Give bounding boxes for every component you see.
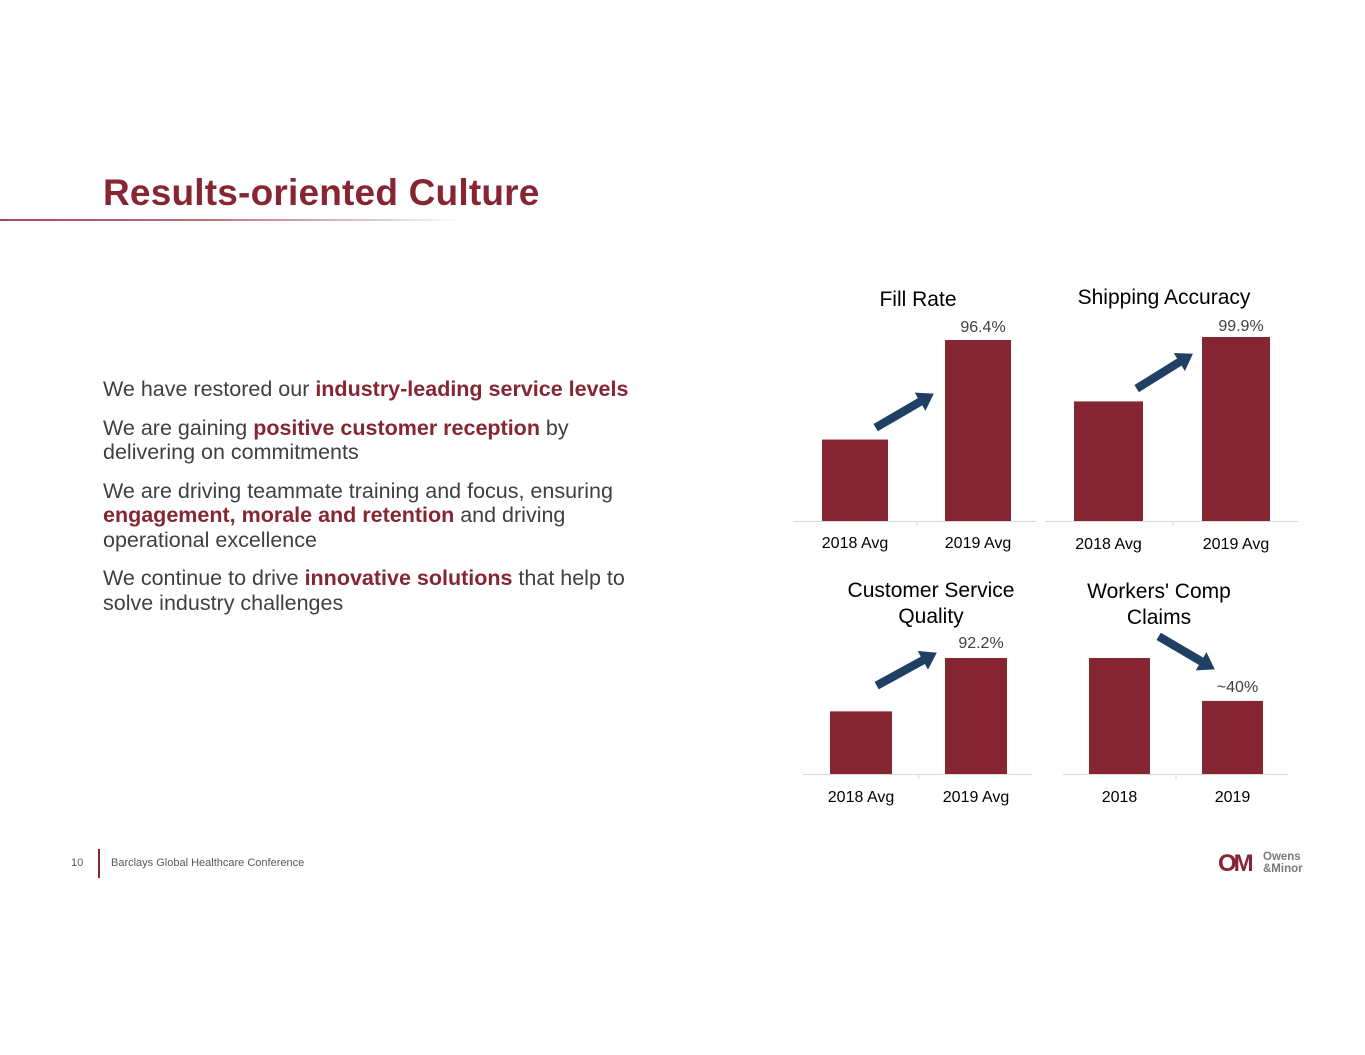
- chart-title: Workers' Comp: [1087, 580, 1231, 603]
- chart-title: Fill Rate: [879, 288, 956, 311]
- bar: [945, 658, 1007, 774]
- page-number: 10: [71, 857, 84, 869]
- chart-title: Claims: [1127, 606, 1191, 629]
- chart-title: Customer Service: [848, 579, 1015, 602]
- data-label: ~40%: [1217, 679, 1258, 696]
- bar: [945, 340, 1011, 521]
- bar: [1089, 658, 1150, 774]
- category-label: 2018 Avg: [828, 789, 894, 806]
- bullet-item: We have restored our industry-leading se…: [103, 377, 629, 401]
- bullet-item: We continue to drive innovative solution…: [103, 566, 625, 615]
- bar: [830, 711, 892, 774]
- footer-event: Barclays Global Healthcare Conference: [111, 857, 305, 869]
- bullet-list: We have restored our industry-leading se…: [103, 377, 663, 629]
- company-logo: OM Owens &Minor: [1218, 850, 1314, 878]
- data-label: 99.9%: [1218, 318, 1263, 335]
- slide-title: Results-oriented Culture: [103, 172, 540, 213]
- bar: [822, 439, 888, 521]
- chart-title: Shipping Accuracy: [1078, 286, 1251, 309]
- trend-up-arrow-icon: [1132, 351, 1196, 395]
- category-label: 2018 Avg: [822, 535, 888, 552]
- category-label: 2019 Avg: [945, 535, 1011, 552]
- category-label: 2018: [1102, 789, 1138, 806]
- logo-mark: OM: [1218, 850, 1254, 877]
- category-label: 2018 Avg: [1075, 536, 1141, 553]
- bar: [1202, 337, 1270, 521]
- bar: [1074, 401, 1143, 521]
- category-label: 2019 Avg: [1203, 536, 1269, 553]
- data-label: 92.2%: [958, 635, 1003, 652]
- category-label: 2019: [1215, 789, 1251, 806]
- trend-up-arrow-icon: [872, 649, 940, 692]
- category-label: 2019 Avg: [943, 789, 1009, 806]
- bullet-item: We are driving teammate training and foc…: [103, 478, 613, 552]
- bullet-item: We are gaining positive customer recepti…: [103, 415, 569, 465]
- workers-comp-claims-chart: Workers' Comp Claims 2018 2019 ~40%: [1063, 580, 1288, 806]
- customer-service-quality-chart: Customer Service Quality 2018 Avg 2019 Avg 9…: [803, 579, 1032, 806]
- footer-divider: [98, 849, 100, 878]
- chart-title: Quality: [898, 605, 964, 628]
- data-label: 96.4%: [960, 319, 1005, 336]
- bar: [1202, 700, 1263, 774]
- trend-down-arrow-icon: [1154, 630, 1218, 673]
- trend-up-arrow-icon: [871, 390, 937, 434]
- shipping-accuracy-chart: Shipping Accuracy 2018 Avg 2019 Avg 99.9%: [1045, 286, 1298, 553]
- logo-wordmark: Owens &Minor: [1263, 851, 1303, 875]
- title-underline: [0, 219, 460, 221]
- fill-rate-chart: Fill Rate 2018 Avg 2019 Avg 96.4%: [793, 288, 1036, 552]
